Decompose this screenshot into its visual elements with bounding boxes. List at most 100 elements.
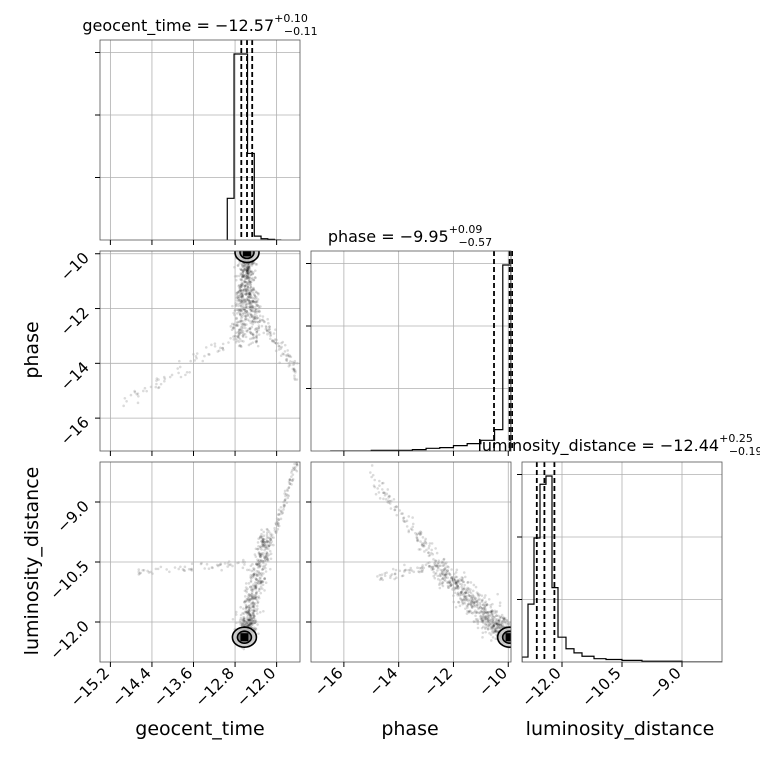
scatter-point-time-phase: [239, 301, 242, 305]
histogram-phase: [330, 264, 511, 451]
scatter-point-time-distance: [251, 612, 255, 615]
scatter-point-time-phase: [239, 295, 243, 299]
scatter-point-phase-distance: [388, 495, 392, 498]
scatter-point-time-phase: [242, 279, 246, 283]
scatter-point-time-distance: [251, 589, 255, 592]
scatter-point-time-distance: [141, 568, 145, 572]
scatter-point-time-phase: [237, 336, 240, 340]
scatter-point-time-phase: [237, 297, 240, 300]
scatter-point-time-phase: [274, 328, 277, 331]
scatter-point-time-phase: [239, 344, 243, 348]
scatter-point-time-phase: [249, 330, 252, 334]
scatter-point-time-phase: [247, 245, 250, 248]
scatter-point-time-phase: [241, 334, 245, 338]
scatter-point-time-phase: [232, 326, 235, 330]
scatter-point-time-phase: [238, 309, 242, 312]
scatter-point-phase-distance: [378, 497, 382, 500]
scatter-point-time-phase: [241, 330, 245, 333]
scatter-point-time-phase: [244, 303, 248, 307]
x-tick-label-geocent-time: −12.0: [233, 664, 279, 710]
scatter-point-time-phase: [243, 266, 247, 270]
scatter-point-time-distance: [137, 573, 141, 576]
scatter-point-phase-distance: [516, 631, 519, 634]
scatter-point-time-phase: [240, 328, 244, 331]
scatter-point-time-phase: [251, 272, 254, 276]
scatter-point-time-distance: [259, 555, 262, 559]
scatter-point-time-phase: [248, 312, 252, 315]
scatter-point-time-distance: [257, 563, 260, 566]
scatter-point-time-phase: [242, 297, 246, 301]
scatter-point-time-phase: [247, 299, 251, 303]
scatter-point-time-phase: [277, 348, 281, 351]
scatter-point-phase-distance: [409, 566, 413, 570]
scatter-point-time-phase: [245, 242, 248, 245]
scatter-point-phase-distance: [389, 507, 393, 510]
scatter-point-time-phase: [285, 359, 289, 363]
scatter-point-phase-distance: [454, 605, 458, 609]
scatter-point-phase-distance: [403, 563, 406, 567]
scatter-point-time-phase: [248, 287, 252, 290]
scatter-point-phase-distance: [392, 497, 396, 501]
scatter-point-time-phase: [236, 335, 240, 339]
scatter-point-time-phase: [248, 299, 251, 303]
scatter-point-phase-distance: [420, 569, 423, 573]
scatter-point-time-phase: [236, 295, 239, 299]
scatter-point-time-phase: [142, 389, 145, 393]
scatter-point-time-distance: [137, 568, 141, 571]
scatter-point-time-phase: [248, 337, 252, 341]
scatter-point-time-phase: [189, 359, 192, 363]
scatter-point-time-distance: [288, 478, 292, 481]
scatter-point-time-phase: [266, 329, 269, 333]
scatter-point-phase-distance: [395, 513, 399, 517]
scatter-point-time-distance: [262, 530, 266, 534]
scatter-point-time-phase: [246, 282, 250, 286]
scatter-point-phase-distance: [403, 568, 407, 572]
scatter-point-time-phase: [240, 339, 243, 343]
scatter-point-phase-distance: [383, 572, 387, 575]
scatter-point-time-phase: [239, 246, 242, 249]
scatter-point-time-phase: [274, 338, 277, 341]
scatter-point-time-distance: [273, 526, 276, 530]
x-tick-label-phase: −12: [420, 664, 456, 700]
scatter-point-time-phase: [243, 280, 246, 283]
scatter-point-time-phase: [242, 289, 245, 292]
scatter-point-time-phase: [221, 347, 224, 350]
scatter-point-phase-distance: [481, 636, 484, 639]
scatter-point-time-distance: [147, 571, 151, 574]
scatter-point-time-phase: [240, 325, 244, 328]
scatter-point-time-distance: [249, 580, 253, 584]
scatter-point-phase-distance: [487, 611, 490, 614]
scatter-point-phase-distance: [401, 512, 404, 515]
scatter-point-time-phase: [246, 284, 250, 287]
scatter-point-time-phase: [242, 247, 245, 250]
x-tick-label-geocent-time: −15.2: [67, 664, 113, 710]
scatter-point-time-phase: [250, 270, 254, 274]
scatter-point-time-phase: [239, 283, 243, 287]
scatter-point-phase-distance: [477, 611, 481, 615]
scatter-point-time-phase: [244, 293, 248, 296]
scatter-point-time-phase: [240, 281, 244, 285]
scatter-point-time-phase: [242, 273, 245, 277]
scatter-point-time-phase: [246, 302, 249, 306]
scatter-point-time-distance: [249, 579, 253, 582]
scatter-point-time-phase: [241, 275, 245, 278]
scatter-point-time-phase: [246, 270, 250, 273]
scatter-point-time-phase: [247, 292, 251, 295]
scatter-point-time-phase: [244, 273, 248, 277]
scatter-point-phase-distance: [475, 611, 479, 615]
scatter-point-time-phase: [247, 265, 251, 269]
scatter-point-time-phase: [245, 309, 249, 313]
scatter-point-time-phase: [247, 302, 251, 305]
scatter-point-phase-distance: [446, 584, 450, 588]
scatter-point-time-phase: [238, 302, 242, 306]
scatter-point-time-distance: [231, 564, 234, 568]
scatter-point-phase-distance: [511, 638, 514, 641]
scatter-point-time-distance: [267, 536, 270, 540]
scatter-point-time-phase: [235, 274, 239, 278]
scatter-point-time-phase: [245, 248, 248, 251]
x-tick-label-phase: −14: [366, 664, 402, 700]
scatter-point-time-phase: [252, 261, 255, 265]
scatter-point-time-phase: [272, 340, 276, 344]
scatter-point-time-phase: [249, 241, 252, 244]
scatter-point-time-phase: [292, 363, 295, 366]
